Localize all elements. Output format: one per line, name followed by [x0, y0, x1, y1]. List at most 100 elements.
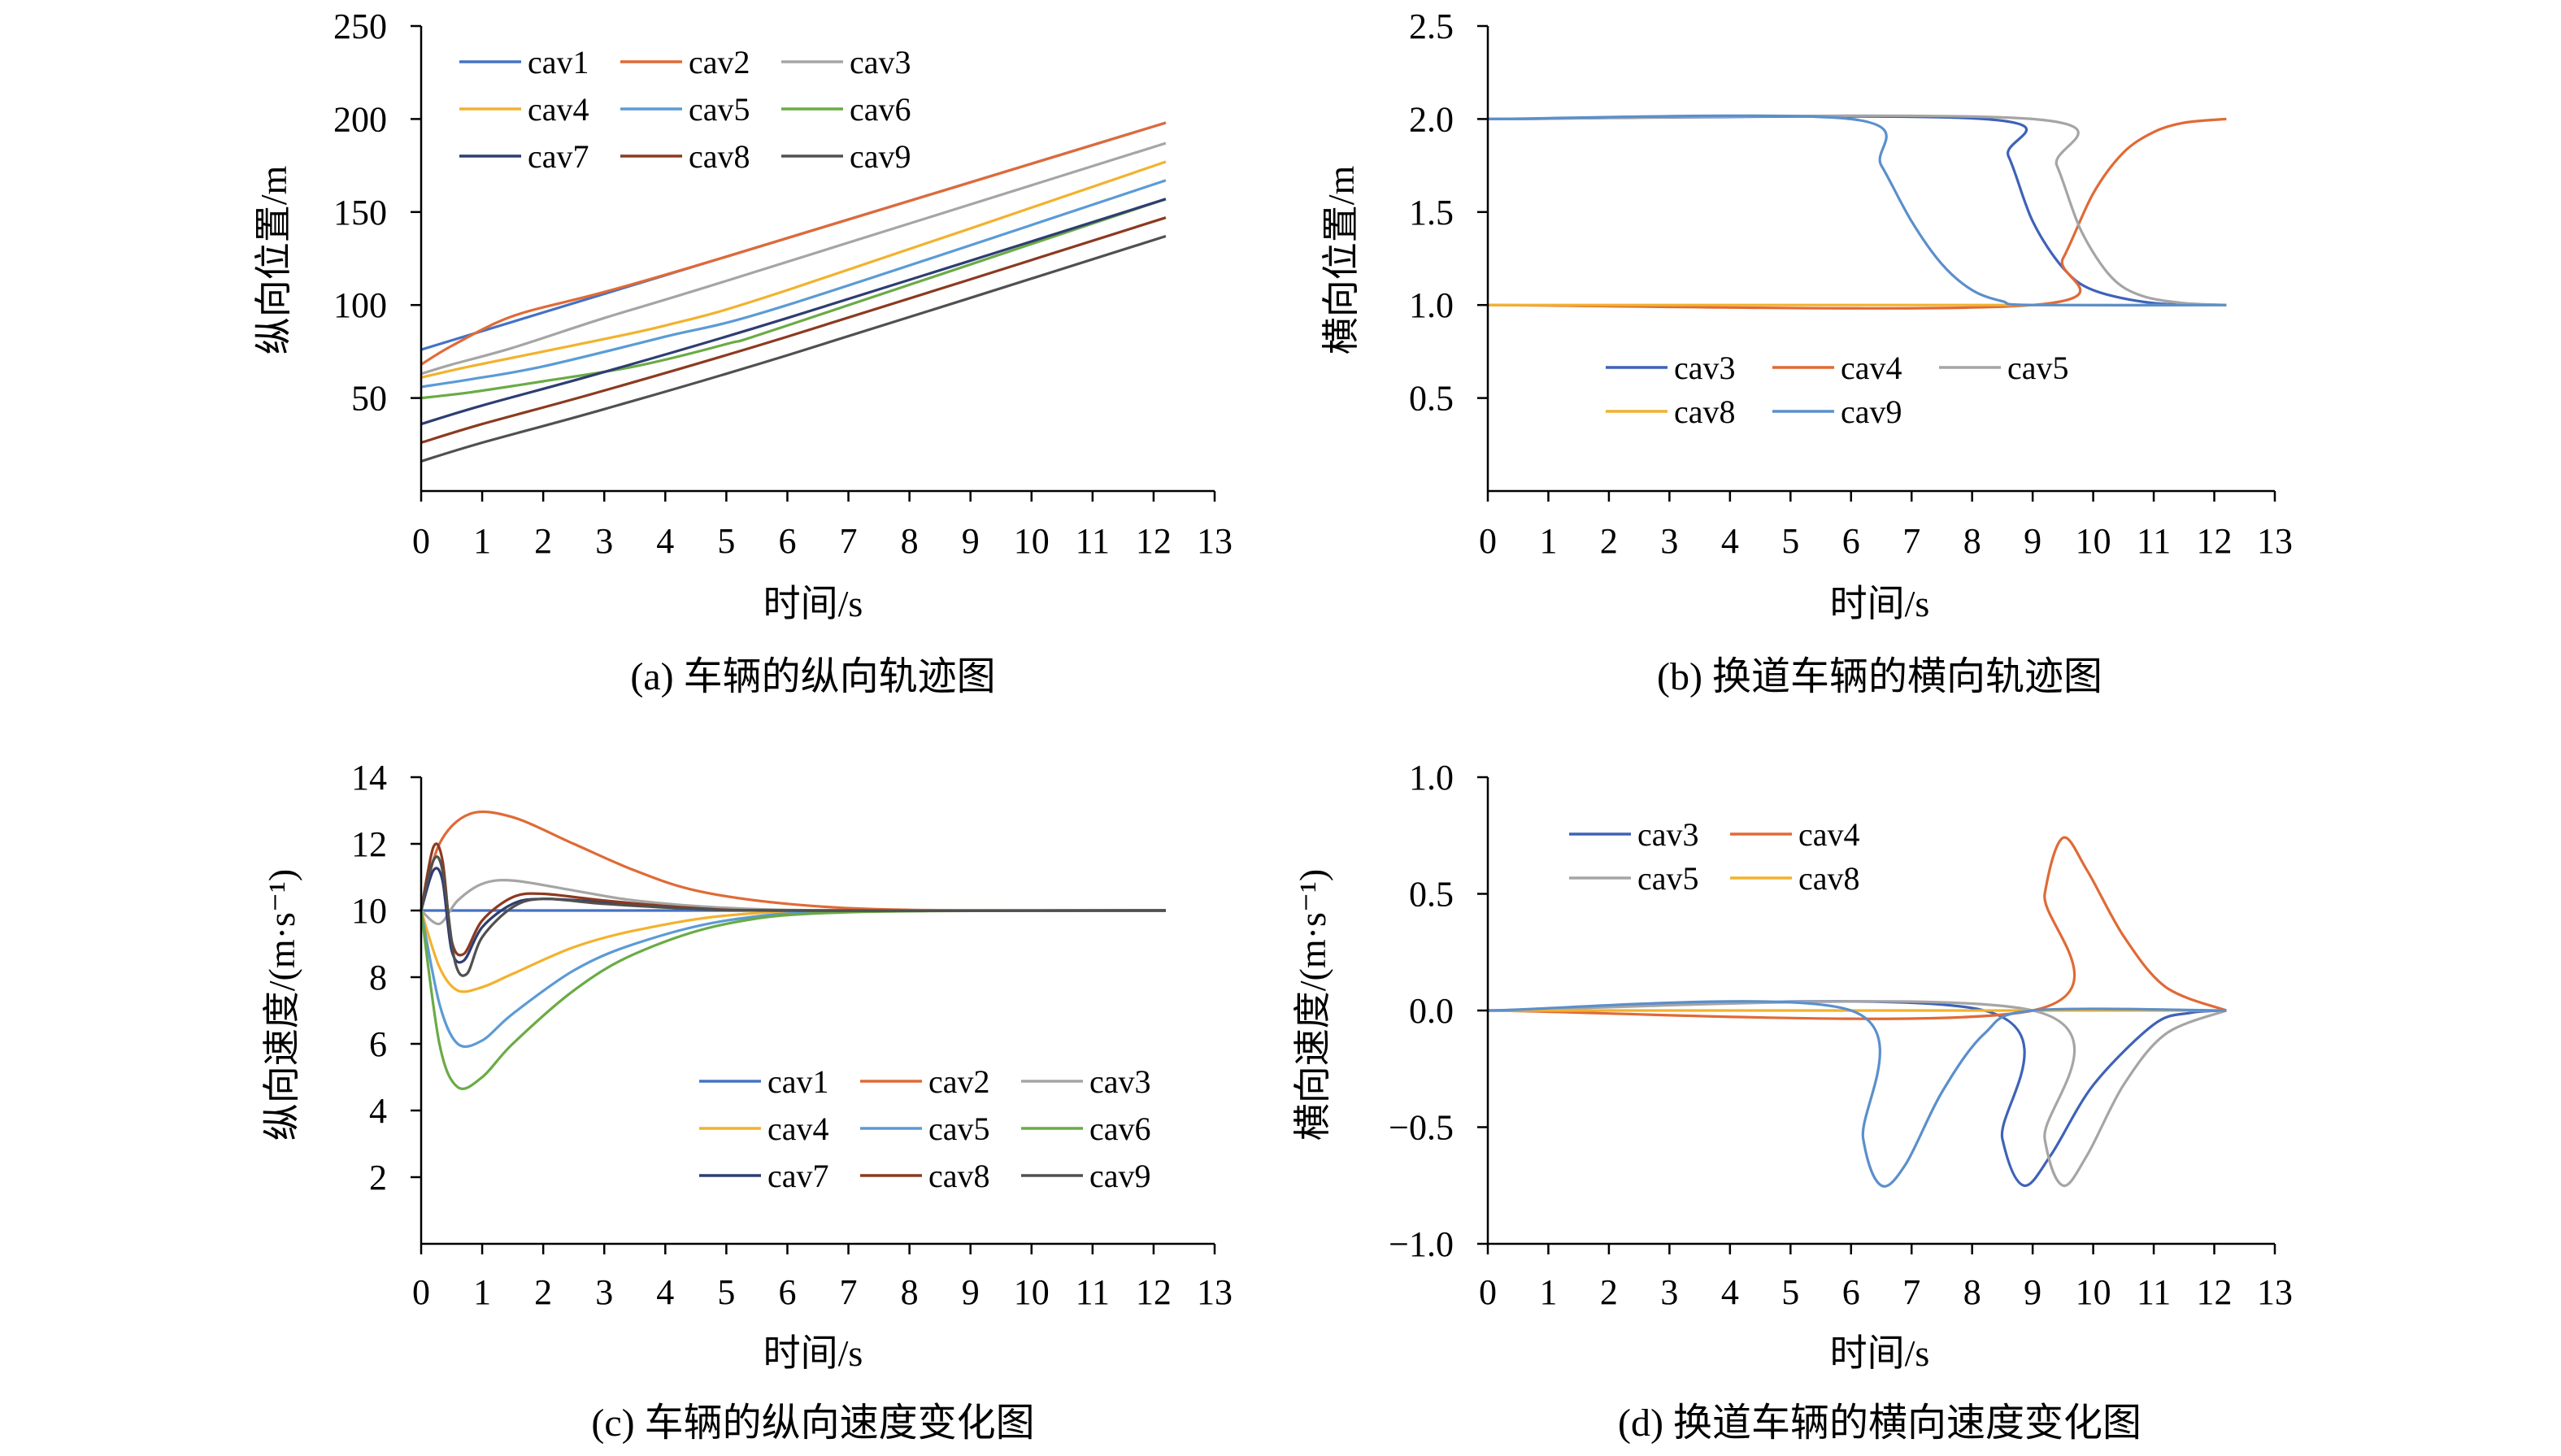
legend-label: cav1 [528, 44, 589, 80]
x-tick-c-1: 1 [473, 1272, 491, 1312]
ylabel-d: 横向速度/(m·s⁻¹) [1292, 869, 1333, 1141]
legend-c: cav1 cav2 cav3 cav4 cav5 cav6 cav7 cav8 cav9 [699, 1063, 1151, 1194]
legend-label: cav6 [1089, 1110, 1151, 1147]
y-tick-a-100: 100 [333, 285, 387, 325]
x-tick-b-3: 3 [1660, 521, 1678, 561]
x-tick-a-6: 6 [778, 521, 796, 561]
x-tick-b-7: 7 [1902, 521, 1920, 561]
legend-item-c-cav8: cav8 [860, 1158, 990, 1194]
series-a-cav5 [420, 179, 1167, 389]
series-layer-d [1487, 836, 2227, 1188]
x-tick-a-1: 1 [473, 521, 491, 561]
x-tick-a-3: 3 [595, 521, 613, 561]
x-tick-d-7: 7 [1902, 1272, 1920, 1312]
series-d-cav9 [1487, 1000, 2227, 1188]
legend-item-c-cav6: cav6 [1021, 1110, 1151, 1147]
legend-item-a-cav8: cav8 [620, 138, 750, 175]
x-tick-d-1: 1 [1539, 1272, 1557, 1312]
legend-item-a-cav9: cav9 [781, 138, 911, 175]
legend-label: cav5 [689, 91, 750, 128]
x-tick-d-12: 12 [2197, 1272, 2233, 1312]
legend-item-b-cav8: cav8 [1606, 393, 1736, 430]
legend-label: cav4 [528, 91, 589, 128]
series-a-cav3 [420, 141, 1167, 376]
legend-item-c-cav5: cav5 [860, 1110, 990, 1147]
series-a-cav7 [420, 198, 1167, 426]
x-tick-d-13: 13 [2257, 1272, 2293, 1312]
legend-item-c-cav9: cav9 [1021, 1158, 1151, 1194]
x-tick-c-4: 4 [656, 1272, 674, 1312]
y-tick-c-6: 6 [369, 1024, 387, 1064]
series-b-cav9 [1487, 114, 2227, 307]
legend-label: cav5 [928, 1110, 990, 1147]
xlabel-c: 时间/s [763, 1332, 863, 1374]
x-tick-c-0: 0 [412, 1272, 430, 1312]
y-tick-c-12: 12 [351, 824, 387, 864]
x-tick-b-5: 5 [1781, 521, 1799, 561]
series-layer-c [420, 810, 1166, 1090]
legend-item-b-cav5: cav5 [1939, 350, 2069, 386]
legend-label: cav8 [1674, 393, 1736, 430]
x-tick-d-2: 2 [1600, 1272, 1618, 1312]
xlabel-d: 时间/s [1830, 1332, 1930, 1374]
x-tick-a-12: 12 [1136, 521, 1172, 561]
legend-d: cav3 cav4 cav5 cav8 [1569, 816, 1860, 897]
legend-item-d-cav8: cav8 [1730, 860, 1860, 897]
x-tick-c-5: 5 [717, 1272, 735, 1312]
x-tick-c-10: 10 [1014, 1272, 1050, 1312]
xlabel-b: 时间/s [1830, 583, 1930, 624]
legend-label: cav5 [1637, 860, 1699, 897]
x-tick-a-2: 2 [534, 521, 552, 561]
y-tick-c-4: 4 [369, 1091, 387, 1131]
series-a-cav8 [420, 216, 1167, 445]
y-tick-c-8: 8 [369, 958, 387, 997]
series-b-cav3 [1487, 115, 2227, 306]
legend-label: cav8 [928, 1158, 990, 1194]
x-tick-a-0: 0 [412, 521, 430, 561]
y-tick-b-1.5: 1.5 [1409, 193, 1454, 233]
legend-item-b-cav3: cav3 [1606, 350, 1736, 386]
series-d-cav4 [1487, 836, 2227, 1020]
legend-item-c-cav3: cav3 [1021, 1063, 1151, 1100]
legend-label: cav3 [850, 44, 911, 80]
legend-item-a-cav2: cav2 [620, 44, 750, 80]
series-layer-a [420, 121, 1167, 463]
x-tick-d-9: 9 [2024, 1272, 2041, 1312]
series-a-cav4 [420, 160, 1167, 379]
y-tick-b-2.5: 2.5 [1409, 7, 1454, 46]
x-tick-c-13: 13 [1197, 1272, 1233, 1312]
y-tick-d-0.5: 0.5 [1409, 875, 1454, 915]
legend-item-c-cav7: cav7 [699, 1158, 829, 1194]
series-c-cav4 [420, 908, 1166, 993]
legend-label: cav3 [1089, 1063, 1151, 1100]
legend-label: cav4 [1841, 350, 1902, 386]
legend-item-a-cav3: cav3 [781, 44, 911, 80]
panel-d: 0 1 2 3 4 5 6 7 8 9 10 11 12 13−1.0−0.50.00.51.0 cav3… [1292, 758, 2293, 1445]
x-tick-d-6: 6 [1842, 1272, 1860, 1312]
y-tick-a-150: 150 [333, 193, 387, 233]
x-tick-c-8: 8 [901, 1272, 919, 1312]
x-tick-c-6: 6 [778, 1272, 796, 1312]
legend-item-b-cav4: cav4 [1772, 350, 1902, 386]
legend-item-a-cav4: cav4 [459, 91, 589, 128]
x-tick-a-11: 11 [1076, 521, 1110, 561]
series-d-cav5 [1487, 1000, 2227, 1188]
x-tick-d-5: 5 [1781, 1272, 1799, 1312]
x-tick-d-11: 11 [2137, 1272, 2171, 1312]
x-tick-b-4: 4 [1721, 521, 1739, 561]
x-tick-c-7: 7 [840, 1272, 858, 1312]
legend-b: cav3 cav4 cav5 cav8 cav9 [1606, 350, 2069, 430]
series-a-cav2 [420, 121, 1167, 366]
y-tick-b-1.0: 1.0 [1409, 285, 1454, 325]
x-tick-b-10: 10 [2076, 521, 2111, 561]
x-tick-c-12: 12 [1136, 1272, 1172, 1312]
legend-label: cav3 [1637, 816, 1699, 853]
x-tick-b-12: 12 [2197, 521, 2233, 561]
series-c-cav3 [420, 879, 1166, 926]
series-layer-b [1487, 114, 2227, 310]
legend-item-c-cav2: cav2 [860, 1063, 990, 1100]
y-tick-a-50: 50 [351, 379, 387, 419]
series-c-cav9 [420, 855, 1166, 977]
series-b-cav5 [1487, 114, 2227, 306]
